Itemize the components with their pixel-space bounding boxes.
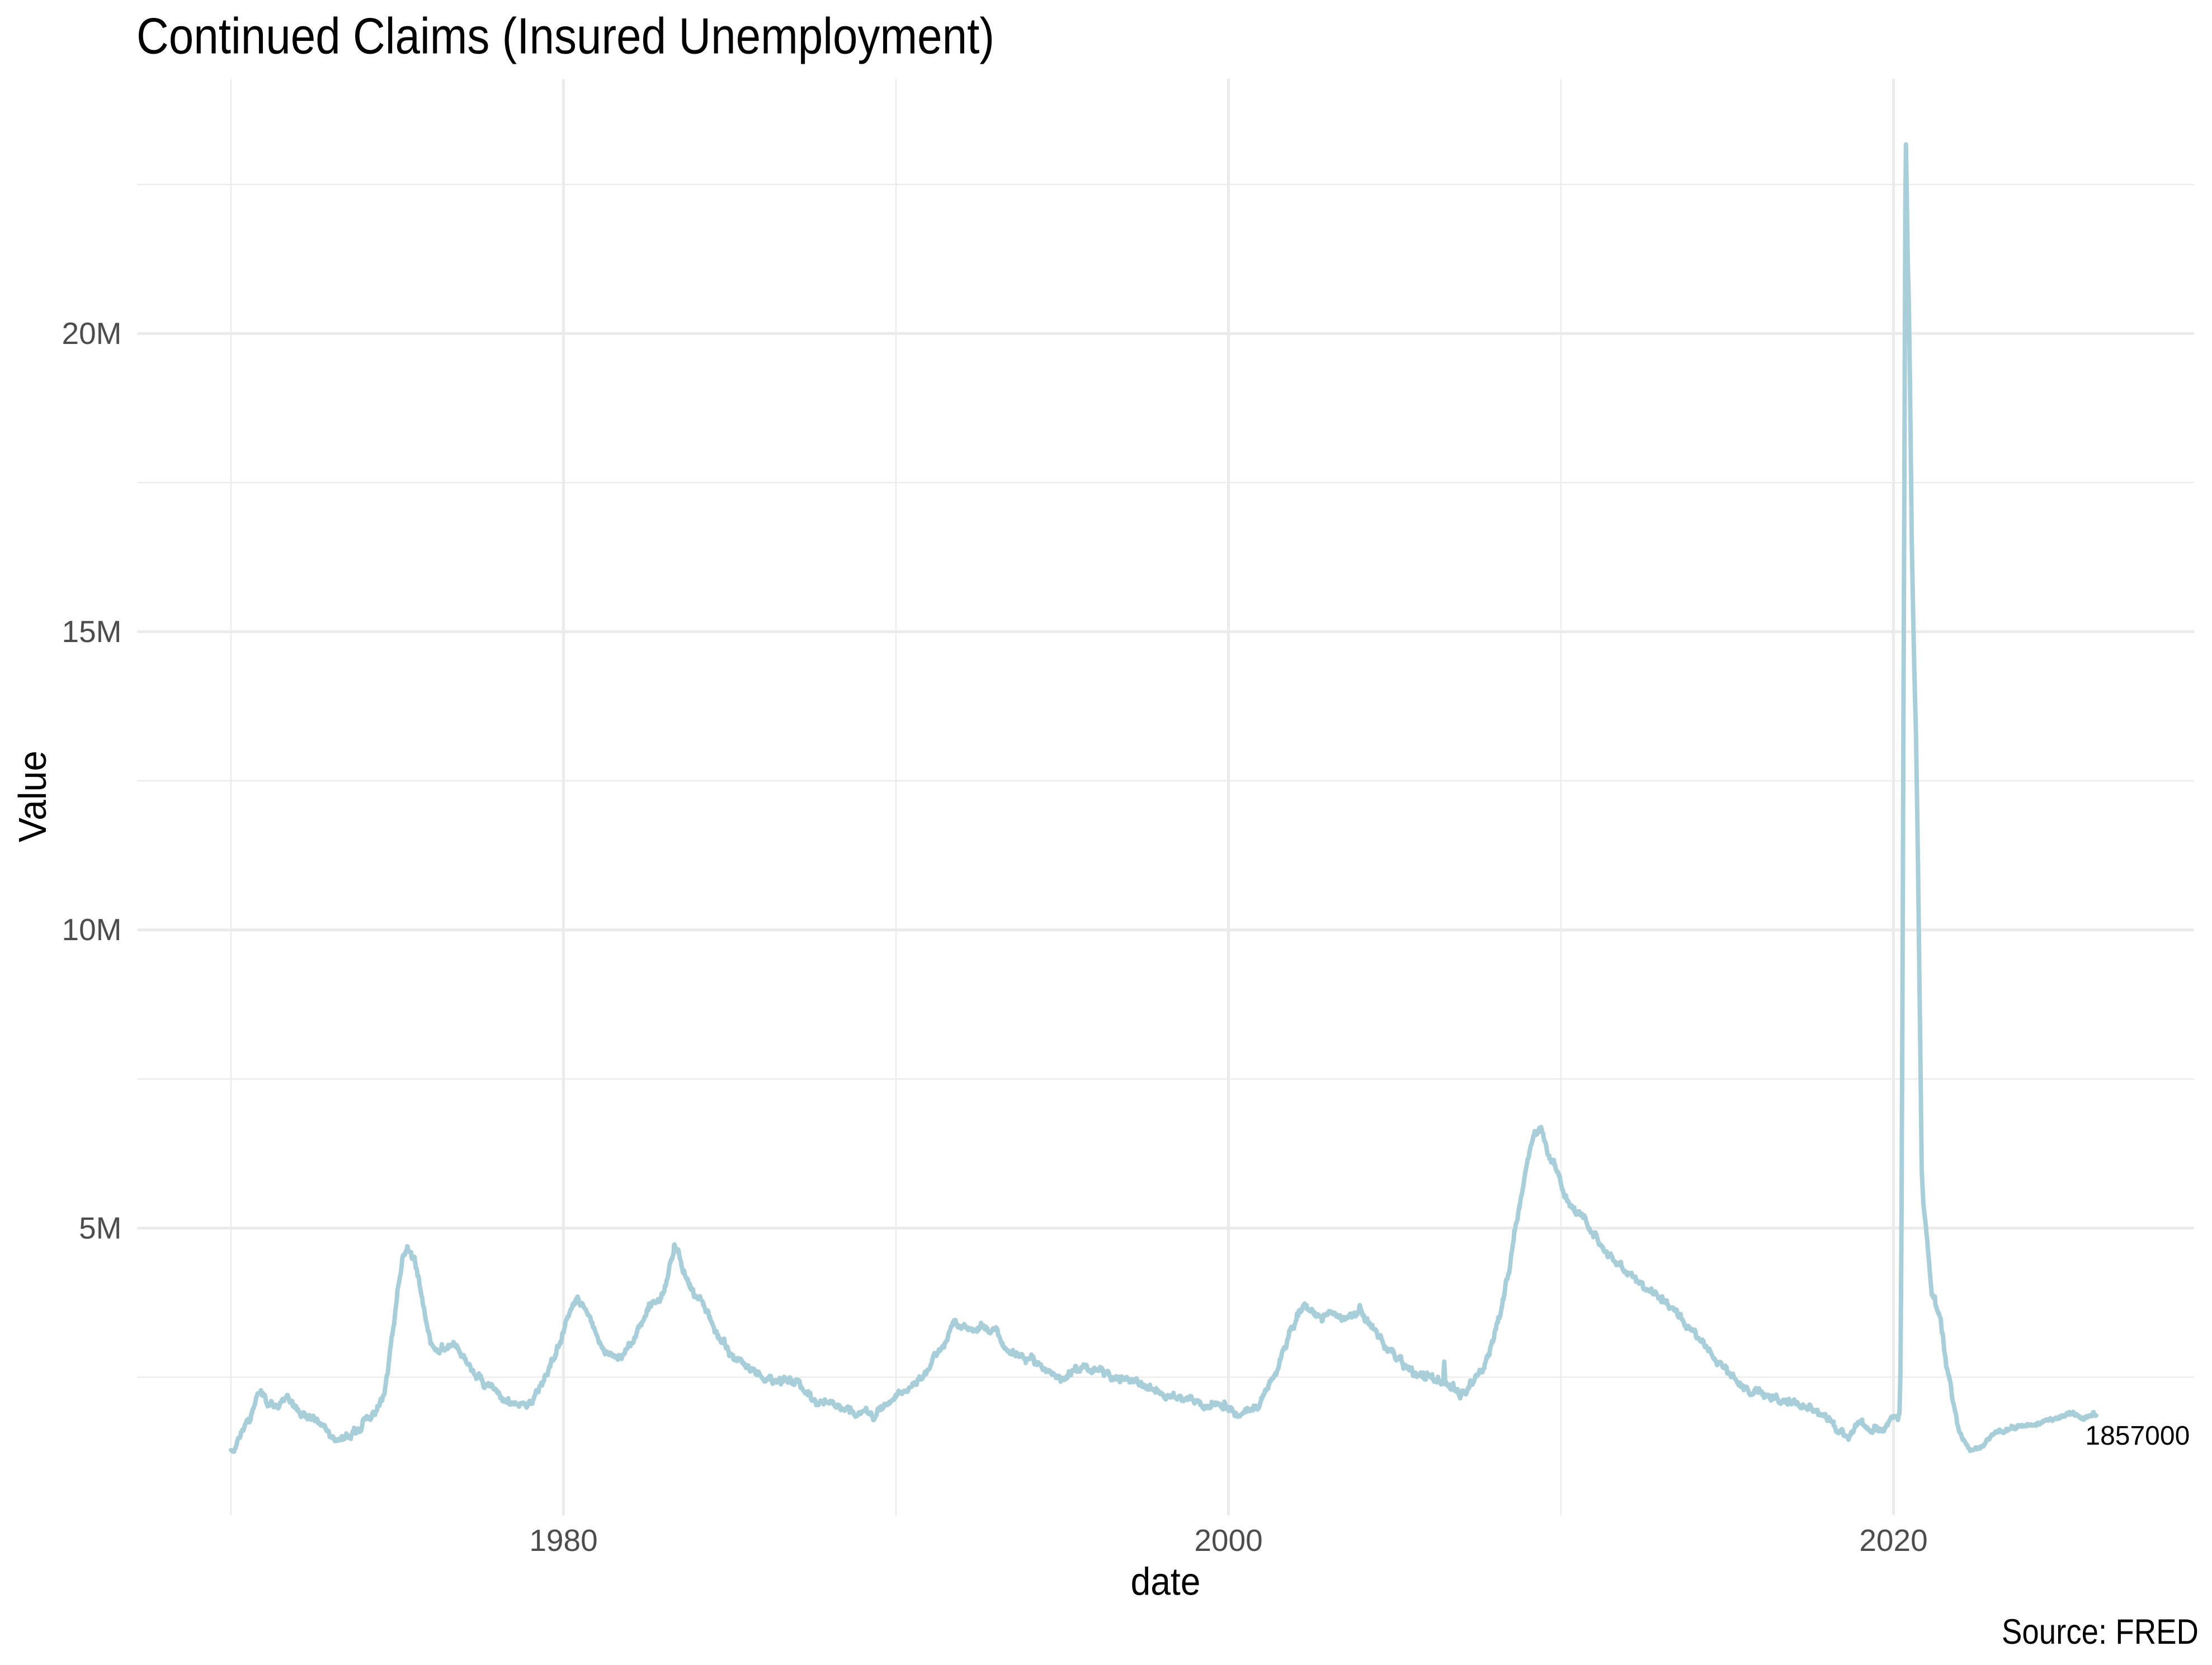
svg-text:Value: Value [11,751,54,842]
svg-text:2020: 2020 [1859,1523,1927,1558]
svg-text:20M: 20M [62,316,122,351]
svg-text:2000: 2000 [1194,1523,1262,1558]
svg-text:Source: FRED: Source: FRED [2002,1612,2199,1652]
svg-text:5M: 5M [79,1210,121,1245]
svg-text:Continued Claims (Insured Unem: Continued Claims (Insured Unemployment) [136,8,994,64]
svg-text:1980: 1980 [529,1523,597,1558]
svg-text:10M: 10M [62,912,122,947]
svg-text:1857000: 1857000 [2085,1421,2190,1451]
svg-text:15M: 15M [62,614,122,649]
svg-text:date: date [1131,1560,1201,1603]
